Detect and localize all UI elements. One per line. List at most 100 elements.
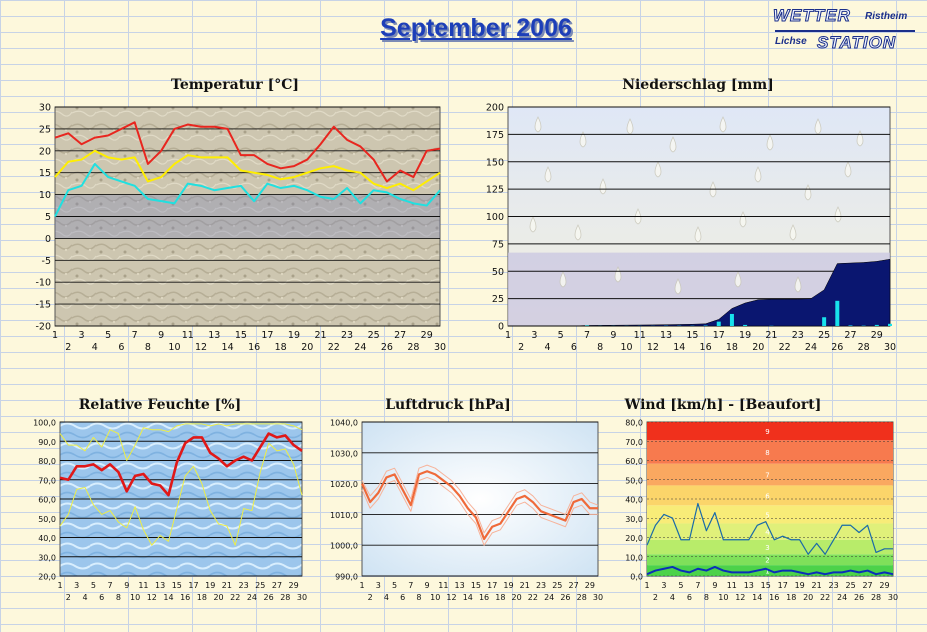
wind-xtick-label: 2 — [653, 593, 658, 602]
humidity-ytick-label: 80,0 — [38, 457, 56, 466]
pressure-ytick-label: 990,0 — [335, 573, 358, 582]
temperature-series-max — [54, 121, 441, 183]
temperature-ytick-label: 10 — [39, 190, 51, 201]
wind-xtick-label: 20 — [803, 593, 813, 602]
wind-xtick-label: 26 — [854, 593, 864, 602]
precipitation-xtick-label: 3 — [531, 330, 537, 341]
wind-xtick-label: 9 — [712, 581, 717, 590]
humidity-xtick-label: 25 — [255, 581, 265, 590]
pressure-xtick-label: 16 — [479, 593, 489, 602]
beaufort-band-5 — [647, 505, 893, 524]
pressure-xtick-label: 25 — [552, 581, 562, 590]
raindrop-decoration — [674, 278, 682, 295]
temperature-ytick-label: -20 — [35, 322, 51, 333]
wind-ytick-label: 70,0 — [625, 438, 643, 447]
raindrop-decoration — [559, 271, 567, 288]
temperature-xtick-label: 15 — [235, 330, 247, 341]
wind-xtick-label: 22 — [820, 593, 830, 602]
raindrop-decoration — [669, 136, 677, 153]
wind-xtick-label: 29 — [879, 581, 889, 590]
humidity-xtick-label: 13 — [155, 581, 165, 590]
precipitation-xtick-label: 23 — [792, 330, 804, 341]
precipitation-bar — [874, 324, 879, 326]
precipitation-ytick-label: 50 — [492, 267, 504, 278]
humidity-xtick-label: 6 — [99, 593, 104, 602]
pressure-xtick-label: 30 — [593, 593, 603, 602]
page-title: September 2006 — [380, 14, 572, 42]
temperature-xtick-label: 14 — [222, 342, 234, 353]
wind-ytick-label: 10,0 — [625, 553, 643, 562]
precipitation-bar — [888, 323, 892, 326]
pressure-ytick-label: 1040,0 — [330, 419, 358, 428]
logo-place-bottom: Lichse — [775, 36, 807, 47]
pressure-chart: 1040,01030,01020,01010,01000,0990,012345… — [330, 419, 603, 603]
humidity-series-mean — [59, 432, 303, 497]
temperature-xtick-label: 29 — [421, 330, 433, 341]
humidity-ytick-label: 20,0 — [38, 573, 56, 582]
precipitation-ytick-label: 150 — [486, 157, 504, 168]
temperature-xtick-label: 5 — [105, 330, 111, 341]
precipitation-ytick-label: 75 — [492, 239, 504, 250]
wind-ytick-label: 50,0 — [625, 476, 643, 485]
wind-ytick-label: 80,0 — [625, 419, 643, 428]
pressure-xtick-label: 22 — [528, 593, 538, 602]
humidity-ytick-label: 30,0 — [38, 553, 56, 562]
temperature-xtick-label: 3 — [79, 330, 85, 341]
station-logo: WETTER Ristheim Lichse STATION — [773, 6, 919, 53]
precipitation-chart: 2001751501251007550250123456789101112131… — [486, 103, 896, 354]
temperature-xtick-label: 22 — [328, 342, 340, 353]
humidity-xtick-label: 16 — [180, 593, 190, 602]
temperature-ytick-label: -15 — [35, 300, 51, 311]
temperature-ytick-label: 30 — [39, 103, 51, 114]
precipitation-ytick-label: 200 — [486, 103, 504, 114]
logo-place-top: Ristheim — [865, 11, 908, 22]
pressure-series-max — [361, 464, 599, 534]
pressure-xtick-label: 19 — [503, 581, 513, 590]
precipitation-xtick-label: 17 — [713, 330, 725, 341]
beaufort-band-9 — [647, 422, 893, 441]
humidity-xtick-label: 26 — [264, 593, 274, 602]
wind-xtick-label: 11 — [727, 581, 737, 590]
wind-chart: 12345678980,070,060,050,040,030,020,010,… — [625, 419, 898, 603]
logo-divider — [775, 30, 915, 32]
humidity-ytick-label: 50,0 — [38, 515, 56, 524]
beaufort-label: 1 — [765, 568, 769, 576]
temperature-xtick-label: 25 — [368, 330, 380, 341]
precipitation-xtick-label: 20 — [752, 342, 764, 353]
raindrop-decoration — [789, 224, 797, 241]
wind-xtick-label: 13 — [744, 581, 754, 590]
precipitation-bar — [835, 300, 840, 326]
precipitation-xtick-label: 29 — [871, 330, 883, 341]
precipitation-ytick-label: 125 — [486, 185, 504, 196]
pressure-xtick-label: 15 — [471, 581, 481, 590]
humidity-xtick-label: 12 — [147, 593, 157, 602]
wind-xtick-label: 30 — [888, 593, 898, 602]
precipitation-xtick-label: 12 — [647, 342, 659, 353]
pressure-xtick-label: 26 — [560, 593, 570, 602]
precipitation-xtick-label: 28 — [858, 342, 870, 353]
temperature-xtick-label: 9 — [158, 330, 164, 341]
precipitation-xtick-label: 25 — [818, 330, 830, 341]
logo-word-top: WETTER — [773, 6, 851, 26]
beaufort-label: 3 — [765, 544, 769, 552]
humidity-xtick-label: 4 — [82, 593, 87, 602]
temperature-ytick-label: 0 — [45, 234, 51, 245]
precipitation-bar — [585, 325, 590, 326]
humidity-xtick-label: 5 — [91, 581, 96, 590]
temperature-ytick-label: -5 — [42, 256, 51, 267]
humidity-ytick-label: 70,0 — [38, 476, 56, 485]
precipitation-ytick-label: 175 — [486, 130, 504, 141]
beaufort-band-3 — [647, 539, 893, 555]
precipitation-xtick-label: 7 — [584, 330, 590, 341]
humidity-series-min — [59, 442, 303, 546]
pressure-xtick-label: 10 — [430, 593, 440, 602]
beaufort-label: 7 — [765, 472, 769, 480]
pressure-xtick-label: 3 — [376, 581, 381, 590]
precipitation-chart-title: Niederschlag [mm] — [622, 77, 774, 93]
temperature-xtick-label: 6 — [118, 342, 124, 353]
precipitation-xtick-label: 30 — [884, 342, 896, 353]
pressure-plot-area — [361, 421, 599, 577]
precipitation-xtick-label: 15 — [686, 330, 698, 341]
humidity-ytick-label: 60,0 — [38, 496, 56, 505]
